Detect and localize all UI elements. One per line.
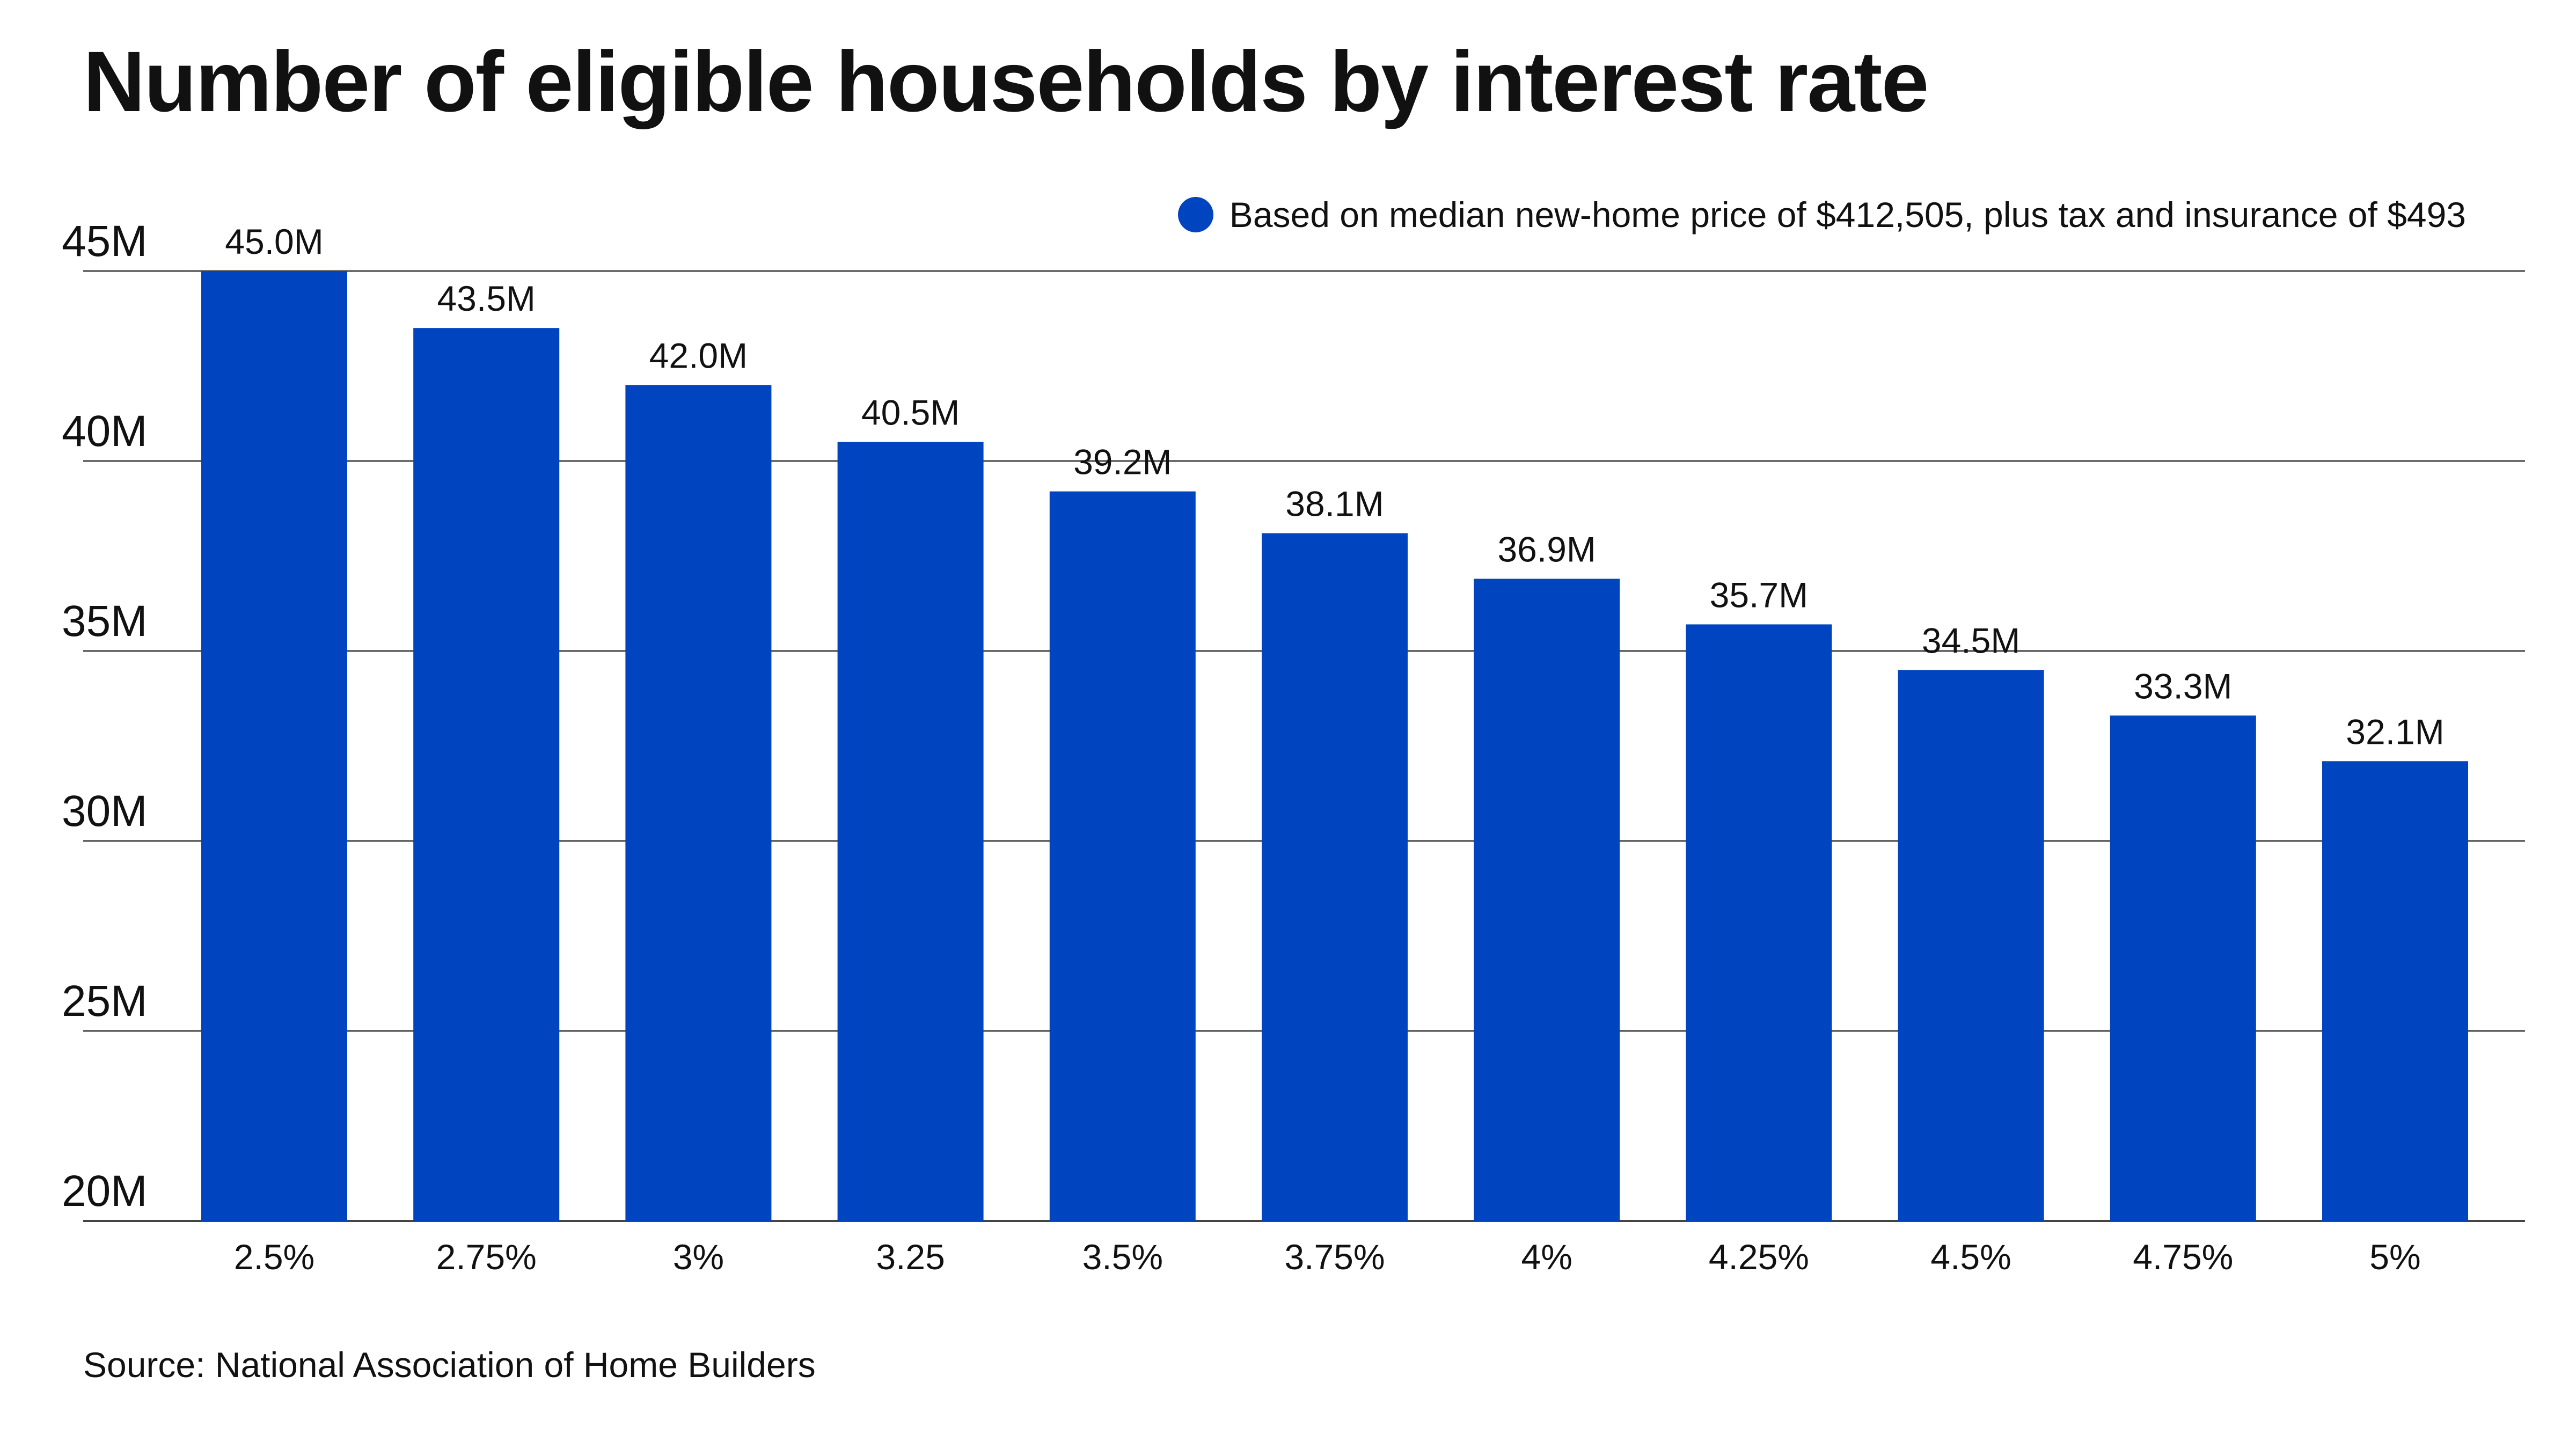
- bars: [201, 271, 2468, 1221]
- source-note: Source: National Association of Home Bui…: [83, 1345, 816, 1385]
- x-tick-label: 3.75%: [1284, 1237, 1385, 1277]
- bar: [625, 385, 772, 1221]
- bar: [1262, 533, 1408, 1221]
- bar-value-label: 35.7M: [1710, 575, 1808, 614]
- y-tick-label: 45M: [62, 217, 148, 266]
- y-tick-label: 20M: [62, 1167, 148, 1216]
- bar: [837, 442, 984, 1221]
- bar-value-label: 33.3M: [2134, 666, 2232, 706]
- bar: [1686, 624, 1832, 1221]
- y-tick-label: 35M: [62, 597, 148, 646]
- x-tick-label: 5%: [2369, 1237, 2420, 1277]
- bar-value-label: 38.1M: [1285, 484, 1384, 524]
- bar: [1474, 579, 1620, 1221]
- legend-swatch-icon: [1177, 197, 1213, 232]
- x-tick-label: 2.5%: [234, 1237, 314, 1277]
- x-tick-label: 4.5%: [1930, 1237, 2011, 1277]
- bar-value-label: 40.5M: [861, 393, 960, 433]
- x-tick-label: 3.5%: [1082, 1237, 1163, 1277]
- bar: [1049, 491, 1196, 1221]
- bar-value-label: 32.1M: [2346, 712, 2444, 751]
- x-tick-label: 4.75%: [2133, 1237, 2233, 1277]
- x-tick-label: 2.75%: [436, 1237, 537, 1277]
- bar-value-label: 42.0M: [649, 335, 748, 375]
- chart-title: Number of eligible households by interes…: [83, 33, 1929, 129]
- bar-value-label: 43.5M: [437, 279, 535, 318]
- bar-value-label: 45.0M: [225, 222, 323, 261]
- x-tick-label: 3%: [673, 1237, 724, 1277]
- legend-label: Based on median new-home price of $412,5…: [1229, 195, 2466, 235]
- y-axis-ticks: 20M 25M 30M 35M 40M 45M: [62, 217, 148, 1216]
- legend: Based on median new-home price of $412,5…: [1177, 191, 2466, 239]
- x-tick-label: 4%: [1521, 1237, 1572, 1277]
- bar: [1898, 670, 2044, 1221]
- bar-value-label: 36.9M: [1497, 529, 1596, 569]
- y-tick-label: 30M: [62, 787, 148, 836]
- y-tick-label: 40M: [62, 407, 148, 456]
- bar: [413, 328, 560, 1221]
- bar-value-label: 34.5M: [1922, 620, 2020, 660]
- bar-value-label: 39.2M: [1073, 442, 1172, 482]
- bar: [201, 271, 347, 1221]
- x-tick-label: 4.25%: [1709, 1237, 1809, 1277]
- x-axis-ticks: 2.5% 2.75% 3% 3.25 3.5% 3.75% 4% 4.25% 4.5% 4.75%…: [234, 1237, 2421, 1277]
- y-tick-label: 25M: [62, 977, 148, 1026]
- x-tick-label: 3.25: [876, 1237, 945, 1277]
- bar: [2322, 761, 2468, 1221]
- bar: [2110, 715, 2256, 1221]
- value-labels: 45.0M 43.5M 42.0M 40.5M 39.2M 38.1M 36.9M 35.7M…: [225, 222, 2444, 751]
